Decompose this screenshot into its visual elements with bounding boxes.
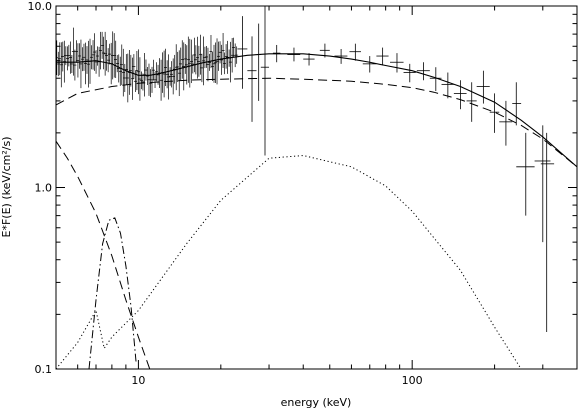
plot-area <box>56 6 577 369</box>
model-curve-5 <box>88 217 137 369</box>
y-axis-label: E*F(E) (keV/cm²/s) <box>0 137 13 238</box>
y-tick-label: 10.0 <box>28 0 53 13</box>
y-tick-label: 1.0 <box>35 182 53 195</box>
x-tick-label: 100 <box>402 374 423 387</box>
model-curve-4 <box>56 140 151 369</box>
y-tick-label: 0.1 <box>35 363 53 376</box>
plot-marks <box>56 6 577 369</box>
x-axis-label: energy (keV) <box>281 396 352 409</box>
x-tick-label: 10 <box>131 374 145 387</box>
axis-ticks: 10 100 0.1 1.0 10.0 <box>28 0 578 387</box>
model-curve-2 <box>56 77 577 168</box>
